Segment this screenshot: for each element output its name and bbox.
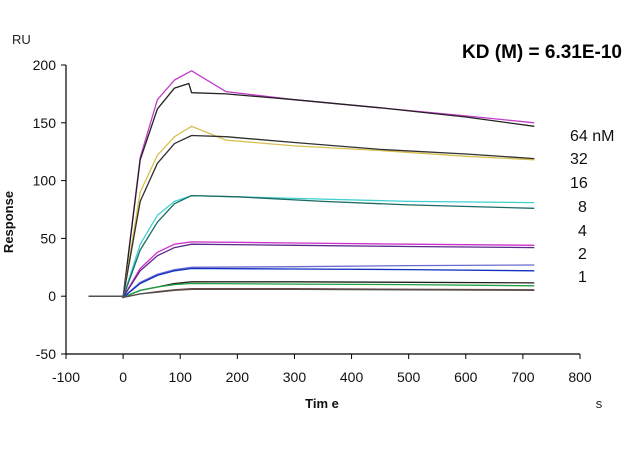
x-ticks: -100 0 100 200 300 400 500 600 700 800: [52, 354, 592, 385]
x-tick-label: 0: [119, 369, 127, 385]
concentration-label-4: 4: [578, 223, 587, 240]
concentration-label-64nm: 64 nM: [570, 128, 614, 145]
concentration-label-2: 2: [578, 246, 587, 263]
y-tick-label: 100: [33, 173, 57, 189]
y-tick-label: -50: [36, 346, 56, 362]
concentration-label-1: 1: [578, 269, 587, 286]
x-tick-label: 800: [568, 369, 592, 385]
concentration-label-16: 16: [570, 175, 588, 192]
concentration-labels: 64 nM 32 16 8 4 2 1: [570, 128, 614, 286]
y-tick-label: 0: [48, 288, 56, 304]
y-tick-label: 200: [33, 57, 57, 73]
series-line-14: [88, 288, 535, 299]
x-tick-label: 700: [511, 369, 535, 385]
y-ticks: -50 0 50 100 150 200: [33, 57, 66, 362]
y-tick-label: 150: [33, 115, 57, 131]
y-axis-label: Response: [1, 191, 16, 253]
concentration-label-32: 32: [570, 151, 588, 168]
x-tick-label: 100: [169, 369, 193, 385]
x-unit-label: s: [596, 396, 603, 411]
x-tick-label: 500: [397, 369, 421, 385]
x-tick-label: 300: [283, 369, 307, 385]
y-tick-label: 50: [40, 230, 56, 246]
x-tick-label: 400: [340, 369, 364, 385]
x-tick-label: 200: [226, 369, 250, 385]
concentration-label-8: 8: [578, 199, 587, 216]
series-group: [88, 70, 535, 299]
chart-title: KD (M) = 6.31E-10: [462, 42, 622, 63]
y-unit-label: RU: [12, 32, 31, 47]
x-axis-label: Tim e: [305, 396, 339, 411]
x-tick-label: 600: [454, 369, 478, 385]
x-tick-label: -100: [52, 369, 80, 385]
